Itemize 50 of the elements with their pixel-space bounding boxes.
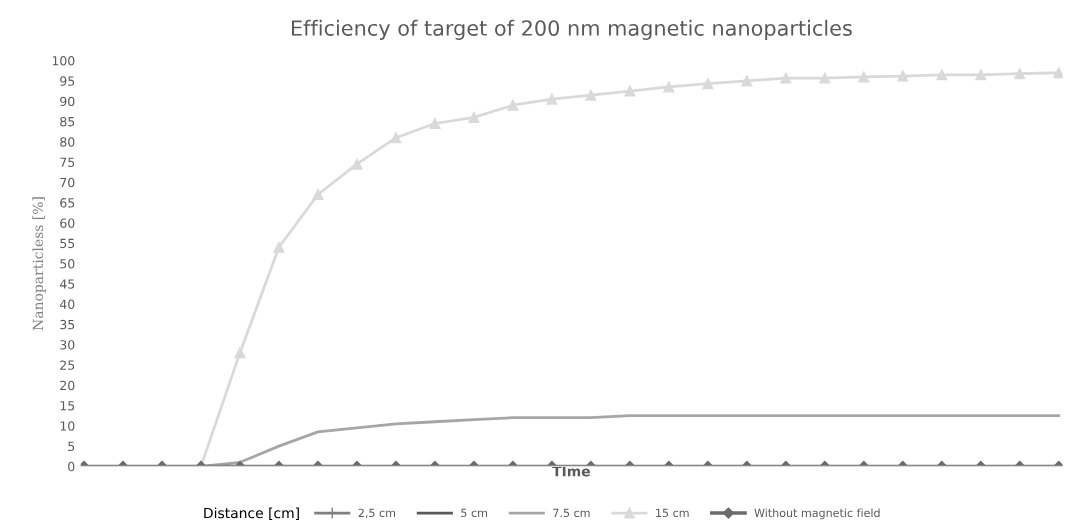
y-tick-label: 95	[60, 76, 75, 86]
point	[624, 85, 636, 97]
point	[1053, 67, 1063, 79]
y-tick-label: 30	[60, 340, 75, 350]
y-tick-label: 65	[60, 198, 75, 208]
y-tick-label: 50	[60, 258, 75, 269]
y-tick-label: 45	[59, 279, 75, 289]
point	[897, 70, 909, 82]
point	[858, 71, 870, 83]
point	[468, 111, 480, 123]
y-tick-label: 55	[60, 238, 75, 249]
y-tick-label: 15	[60, 401, 75, 411]
point	[663, 81, 675, 93]
y-tick-label: 20	[60, 380, 75, 391]
point	[819, 72, 831, 84]
y-tick-label: 70	[60, 177, 75, 188]
point	[312, 188, 324, 201]
y-tick-label: 35	[60, 319, 75, 330]
point	[507, 99, 519, 111]
point	[390, 132, 402, 144]
point	[780, 72, 792, 84]
point	[429, 117, 441, 130]
point	[936, 69, 948, 81]
y-tick-label: 25	[60, 360, 75, 370]
point	[975, 69, 987, 81]
y-tick-label: 90	[60, 96, 75, 107]
point	[585, 89, 597, 101]
point	[1014, 68, 1026, 80]
point	[273, 241, 285, 253]
point	[741, 75, 753, 87]
legend-label: 2,5 cm	[358, 508, 396, 519]
point	[546, 93, 558, 105]
y-tick-label: 100	[52, 56, 75, 66]
point	[702, 78, 714, 90]
legend-label: 15 cm	[656, 508, 689, 518]
y-tick-label: 40	[59, 299, 75, 310]
y-tick-label: 0	[68, 461, 75, 472]
y-tick-label: 10	[60, 421, 75, 431]
y-tick-label: 85	[60, 116, 75, 127]
legend-label: 7.5 cm	[553, 508, 590, 518]
y-tick-label: 75	[60, 157, 75, 167]
y-tick-label: 80	[60, 137, 75, 147]
y-tick-label: 5	[68, 441, 75, 452]
chart-title: Efficiency of target of 200 nm magnetic nanoparticles	[292, 19, 852, 40]
y-axis-title: Nanoparticless [%]	[32, 197, 46, 331]
legend-label: 5 cm	[461, 508, 487, 518]
point	[351, 158, 363, 170]
legend-label: Without magnetic field	[754, 508, 880, 520]
y-tick-label: 60	[60, 218, 75, 228]
legend-title: Distance [cm]	[204, 507, 299, 520]
